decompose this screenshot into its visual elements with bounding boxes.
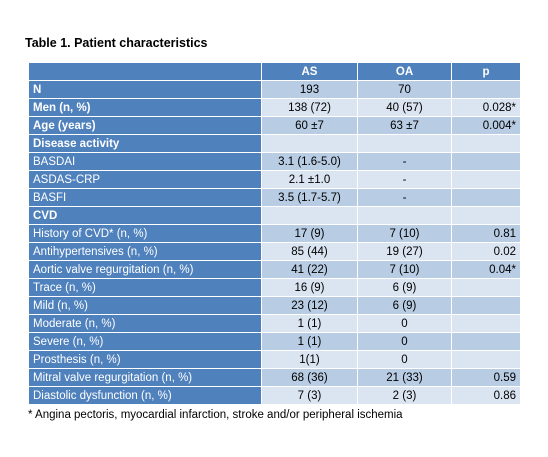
cell-p [451,152,521,171]
row-label: Trace (n, %) [28,278,262,297]
table-row: History of CVD* (n, %) 17 (9) 7 (10) 0.81 [28,224,521,243]
row-label: N [28,80,262,99]
footnote: * Angina pectoris, myocardial infarction… [28,409,403,421]
table-row: BASDAI 3.1 (1.6-5.0) - [28,152,521,171]
cell-oa: 2 (3) [357,386,452,405]
cell-as: 1 (1) [261,314,358,333]
table-row: Trace (n, %) 16 (9) 6 (9) [28,278,521,297]
cell-oa [357,134,452,153]
table-row: BASFI 3.5 (1.7-5.7) - [28,188,521,207]
cell-p [451,332,521,351]
cell-p: 0.02 [451,242,521,261]
cell-as: 16 (9) [261,278,358,297]
cell-oa: - [357,152,452,171]
table-row: CVD [28,206,521,225]
cell-p: 0.04* [451,260,521,279]
cell-as: 41 (22) [261,260,358,279]
cell-p [451,80,521,99]
table-row: ASDAS-CRP 2.1 ±1.0- [28,170,521,189]
cell-p [451,314,521,333]
row-label: Mitral valve regurgitation (n, %) [28,368,262,387]
cell-p [451,170,521,189]
cell-p: 0.004* [451,116,521,135]
cell-as: 23 (12) [261,296,358,315]
row-label: CVD [28,206,262,225]
cell-as: 85 (44) [261,242,358,261]
row-label: Prosthesis (n, %) [28,350,262,369]
table-row: Prosthesis (n, %) 1(1) 0 [28,350,521,369]
table-body: N 193 70 Men (n, %) 138 (72) 40 (57) 0.028* Age… [28,80,521,405]
row-label: Aortic valve regurgitation (n, %) [28,260,262,279]
cell-oa: 40 (57) [357,98,452,117]
cell-as: 68 (36) [261,368,358,387]
table-row: N 193 70 [28,80,521,99]
cell-oa: - [357,188,452,207]
row-label: Diastolic dysfunction (n, %) [28,386,262,405]
cell-oa: 63 ±7 [357,116,452,135]
cell-as: 17 (9) [261,224,358,243]
cell-oa: 0 [357,332,452,351]
cell-p [451,188,521,207]
cell-p: 0.59 [451,368,521,387]
table-row: Diastolic dysfunction (n, %) 7 (3) 2 (3) 0.… [28,386,521,405]
cell-p [451,296,521,315]
cell-oa: 21 (33) [357,368,452,387]
cell-p: 0.028* [451,98,521,117]
cell-as: 7 (3) [261,386,358,405]
table-row: Men (n, %) 138 (72) 40 (57) 0.028* [28,98,521,117]
cell-p [451,278,521,297]
cell-as: 2.1 ±1.0 [261,170,358,189]
cell-oa: 0 [357,350,452,369]
cell-oa: 19 (27) [357,242,452,261]
cell-oa: 7 (10) [357,260,452,279]
header-label [28,62,262,81]
table-row: Mild (n, %) 23 (12) 6 (9) [28,296,521,315]
cell-oa: 6 (9) [357,278,452,297]
cell-p [451,134,521,153]
row-label: Age (years) [28,116,262,135]
table-row: Age (years) 60 ±7 63 ±7 0.004* [28,116,521,135]
cell-oa: - [357,170,452,189]
cell-p: 0.86 [451,386,521,405]
header-row: AS OA p [28,62,521,81]
header-oa: OA [357,62,452,81]
row-label: ASDAS-CRP [28,170,262,189]
table-row: Mitral valve regurgitation (n, %) 68 (36)… [28,368,521,387]
cell-p [451,350,521,369]
table-row: Moderate (n, %) 1 (1) 0 [28,314,521,333]
cell-as [261,206,358,225]
table-row: Antihypertensives (n, %) 85 (44) 19 (27) 0.… [28,242,521,261]
cell-as: 1(1) [261,350,358,369]
table-row: Aortic valve regurgitation (n, %) 41 (22)… [28,260,521,279]
header-p: p [451,62,521,81]
row-label: Moderate (n, %) [28,314,262,333]
cell-as: 138 (72) [261,98,358,117]
table-title: Table 1. Patient characteristics [25,36,208,50]
row-label: Disease activity [28,134,262,153]
cell-as: 3.5 (1.7-5.7) [261,188,358,207]
cell-oa: 6 (9) [357,296,452,315]
cell-as: 60 ±7 [261,116,358,135]
cell-as: 3.1 (1.6-5.0) [261,152,358,171]
row-label: History of CVD* (n, %) [28,224,262,243]
row-label: Men (n, %) [28,98,262,117]
row-label: BASFI [28,188,262,207]
cell-oa: 0 [357,314,452,333]
row-label: Antihypertensives (n, %) [28,242,262,261]
header-as: AS [261,62,358,81]
cell-as: 193 [261,80,358,99]
row-label: BASDAI [28,152,262,171]
patient-characteristics-table: AS OA p N 193 70 Men (n, %) 138 (72) 40 (57) 0… [28,62,521,405]
cell-oa: 7 (10) [357,224,452,243]
cell-as [261,134,358,153]
cell-oa: 70 [357,80,452,99]
cell-p: 0.81 [451,224,521,243]
cell-p [451,206,521,225]
table-row: Severe (n, %) 1 (1) 0 [28,332,521,351]
row-label: Severe (n, %) [28,332,262,351]
cell-as: 1 (1) [261,332,358,351]
cell-oa [357,206,452,225]
table-row: Disease activity [28,134,521,153]
row-label: Mild (n, %) [28,296,262,315]
